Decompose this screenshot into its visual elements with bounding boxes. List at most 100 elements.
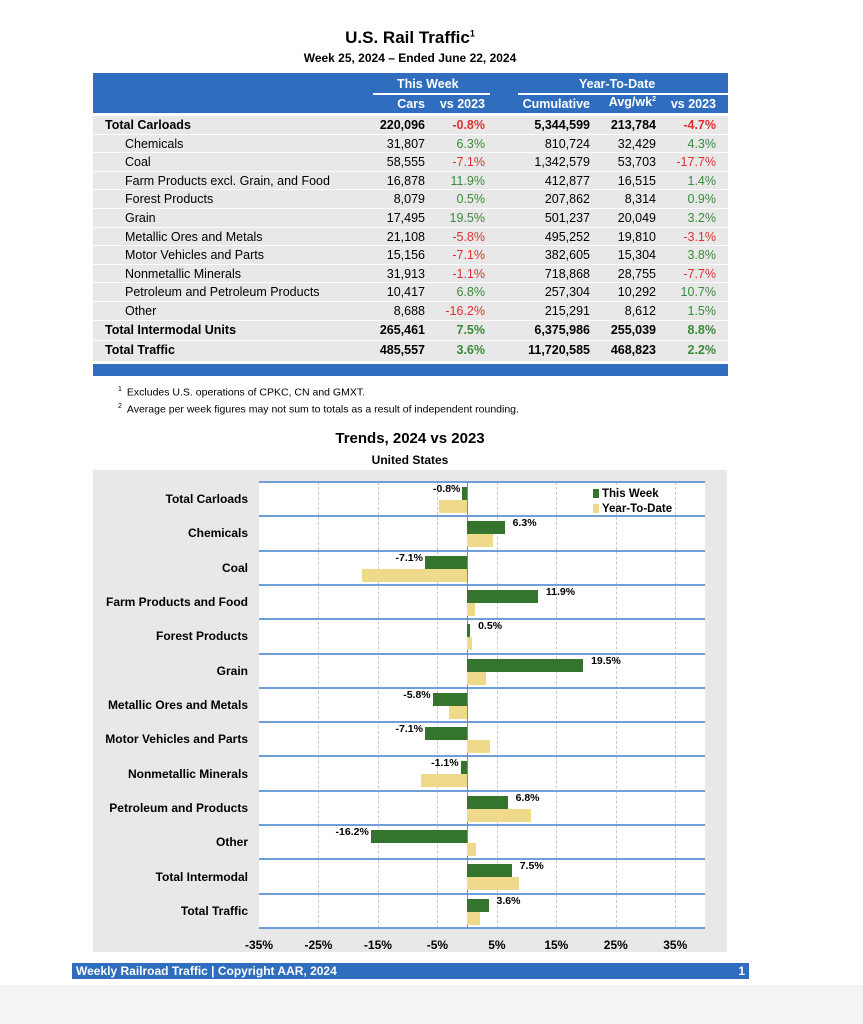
category-label: Coal	[221, 560, 248, 575]
bar-this-week	[467, 521, 505, 535]
row-separator	[259, 515, 705, 518]
category-label: Motor Vehicles and Parts	[105, 732, 248, 747]
cell-cars: 8,079	[393, 192, 425, 207]
table-row: Total Carloads 220,096 -0.8% 5,344,599 213,7…	[93, 116, 728, 135]
cell-cars: 17,495	[386, 210, 425, 225]
row-separator	[259, 858, 705, 861]
cell-vs-ytd: 4.3%	[687, 136, 717, 151]
cell-vs-ytd: -17.7%	[676, 155, 716, 170]
category-label: Total Intermodal	[155, 869, 248, 884]
cell-vs-ytd: 1.5%	[687, 303, 717, 318]
bar-ytd	[467, 740, 490, 754]
table-row: Chemicals 31,807 6.3% 810,724 32,429 4.3%	[93, 134, 728, 154]
x-tick-label: -5%	[426, 938, 449, 952]
cell-label: Grain	[125, 210, 156, 225]
table-row: Coal 58,555 -7.1% 1,342,579 53,703 -17.7%	[93, 153, 728, 172]
row-separator	[259, 618, 705, 621]
cell-cars: 265,461	[379, 322, 425, 337]
category-label: Metallic Ores and Metals	[107, 698, 248, 712]
cell-avg: 16,515	[617, 173, 656, 188]
trends-chart: -0.8% 6.3% -7.1% 11.9% 0.5% 19.5% -5.8% -7.1% -1…	[93, 470, 727, 952]
gridline	[496, 482, 498, 928]
footer-text: Weekly Railroad Traffic | Copyright AAR,…	[76, 964, 337, 978]
bar-ytd	[467, 911, 481, 925]
cell-avg: 468,823	[610, 343, 656, 358]
cell-cumulative: 215,291	[544, 303, 590, 318]
x-tick-label: 35%	[663, 938, 688, 952]
bar-this-week	[424, 727, 468, 741]
gridline	[615, 482, 617, 928]
table-header: This Week Year-To-Date Cars vs 2023 Cumu…	[93, 73, 728, 113]
bar-this-week	[424, 555, 468, 569]
x-tick-label: -15%	[363, 938, 392, 952]
table-row: Grain 17,495 19.5% 501,237 20,049 3.2%	[93, 208, 728, 228]
cell-vs-week: -7.1%	[452, 155, 485, 170]
cell-vs-week: 3.6%	[456, 343, 486, 358]
cell-label: Nonmetallic Minerals	[125, 266, 242, 281]
cell-label: Metallic Ores and Metals	[125, 229, 263, 244]
cell-avg: 32,429	[617, 136, 656, 151]
row-separator	[259, 824, 705, 827]
bar-this-week	[467, 658, 584, 672]
cell-vs-week: -5.8%	[452, 229, 485, 244]
cell-label: Petroleum and Petroleum Products	[125, 285, 320, 300]
cell-avg: 20,049	[617, 210, 656, 225]
cell-cars: 31,913	[386, 266, 425, 281]
cell-avg: 10,292	[617, 285, 656, 300]
table-row: Forest Products 8,079 0.5% 207,862 8,314 0.9%	[93, 190, 728, 209]
cell-vs-ytd: -7.7%	[683, 266, 716, 281]
cell-cumulative: 11,720,585	[528, 343, 590, 358]
footnote-1: 1 Excludes U.S. operations of CPKC, CN an…	[118, 386, 366, 399]
category-label: Total Carloads	[165, 492, 248, 507]
bar-ytd	[361, 568, 468, 582]
data-label: -1.1%	[431, 757, 459, 770]
gridline	[318, 482, 320, 928]
table-row: Total Traffic 485,557 3.6% 11,720,585 468,82…	[93, 341, 728, 362]
cell-cars: 21,108	[386, 229, 425, 244]
cell-vs-week: 6.3%	[456, 136, 486, 151]
cell-cumulative: 495,252	[544, 229, 590, 244]
table-row: Total Intermodal Units 265,461 7.5% 6,375,9…	[93, 320, 728, 342]
cell-label: Total Carloads	[105, 118, 191, 132]
x-tick-label: 15%	[544, 938, 569, 952]
cell-vs-week: -7.1%	[452, 248, 485, 263]
bar-this-week	[370, 830, 468, 844]
data-label: -16.2%	[335, 826, 369, 839]
category-label: Grain	[216, 663, 248, 678]
cell-cumulative: 412,877	[544, 173, 590, 188]
bar-this-week	[467, 589, 538, 603]
bar-this-week	[462, 487, 468, 500]
bar-ytd	[448, 705, 468, 719]
row-separator	[259, 721, 705, 724]
gridline	[377, 482, 379, 928]
zero-axis	[467, 482, 469, 928]
data-label: -5.8%	[403, 688, 431, 701]
data-label: 3.6%	[496, 894, 521, 907]
cell-cumulative: 501,237	[544, 210, 590, 225]
category-label: Petroleum and Products	[109, 800, 248, 815]
cell-vs-ytd: -4.7%	[683, 118, 716, 132]
cell-label: Motor Vehicles and Parts	[125, 248, 264, 263]
cell-vs-week: 19.5%	[449, 210, 485, 225]
x-tick-label: 25%	[603, 938, 628, 952]
x-tick-label: 5%	[488, 938, 506, 952]
bar-ytd	[467, 534, 493, 548]
cell-cumulative: 1,342,579	[534, 155, 590, 170]
cell-cumulative: 6,375,986	[534, 322, 590, 337]
bar-this-week	[432, 692, 468, 706]
cell-vs-week: 0.5%	[456, 192, 486, 207]
bar-ytd	[421, 774, 468, 788]
row-separator	[259, 652, 705, 655]
table-row: Farm Products excl. Grain, and Food 16,87…	[93, 171, 728, 191]
bar-ytd	[467, 602, 476, 616]
category-label: Total Traffic	[180, 903, 248, 918]
cell-avg: 8,314	[624, 192, 656, 207]
bar-ytd	[467, 808, 531, 822]
x-tick-label: -35%	[244, 938, 274, 952]
data-label: -0.8%	[432, 483, 461, 495]
row-separator	[259, 481, 705, 483]
cell-cumulative: 257,304	[544, 285, 590, 300]
cell-cars: 485,557	[379, 343, 425, 358]
legend-this-week: This Week	[593, 486, 672, 501]
row-separator	[259, 755, 705, 758]
